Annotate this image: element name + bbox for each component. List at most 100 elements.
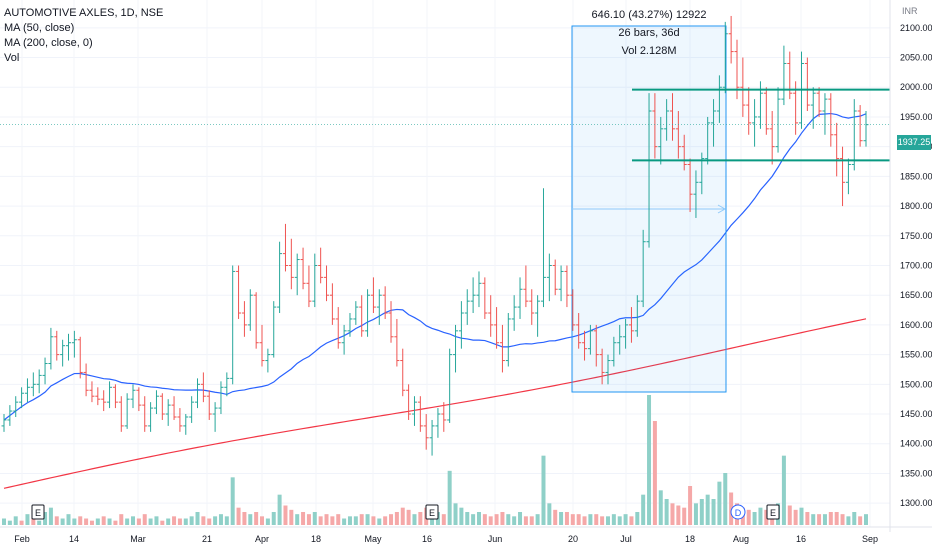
price-tick-label: 1400.00 [900,439,932,449]
ohlc-bar [247,289,253,331]
volume-bar [852,512,857,525]
volume-bar [107,518,112,525]
ohlc-bar [388,301,394,343]
ohlc-bar [628,307,634,343]
ohlc-bar [300,247,306,290]
volume-bar [506,514,511,525]
event-markers[interactable]: E E ED [31,504,780,520]
volume-bar [652,421,657,525]
volume-bar [377,518,382,525]
ohlc-bar [423,414,429,450]
ohlc-bar [599,348,605,385]
volume-bar [265,518,270,525]
ohlc-bar [95,387,101,406]
ohlc-bar [347,313,353,337]
ohlc-bar [517,277,523,319]
ohlc-bar [617,324,623,355]
volume-bar [101,516,106,525]
ohlc-bar [206,390,212,420]
volume-bar [746,509,751,525]
volume-bar [488,516,493,525]
ohlc-bar [253,292,259,349]
volume-bar [535,514,540,525]
ohlc-bar [24,378,30,403]
earnings-marker [766,504,780,520]
volume-bar [594,514,599,525]
ohlc-bar [177,408,183,432]
volume-bar [723,473,728,525]
volume-bar [617,516,622,525]
time-tick-label: 21 [202,534,212,544]
ohlc-bar [570,289,576,331]
volume-bar [166,518,171,525]
volume-bar [330,516,335,525]
ohlc-bar [417,396,423,432]
price-tick-label: 1650.00 [900,290,932,300]
volume-bar [31,518,36,525]
time-axis[interactable]: Feb 14 Mar 21 Apr 18 May 16 Jun 20 Jul 18 Aug 16 Sep [0,526,932,544]
volume-bar [136,518,141,525]
ohlc-bar [482,277,488,319]
volume-bar [7,520,12,525]
ma50-legend[interactable]: MA (50, close) [4,22,75,34]
price-tick-label: 2100.00 [900,23,932,33]
horizontal-lines[interactable] [0,88,890,162]
volume-legend[interactable]: Vol [4,52,20,64]
volume-bar [2,518,6,525]
volume-bar [817,514,822,525]
ohlc-bar [763,87,769,135]
ohlc-bar [411,396,417,426]
ohlc-bar [153,390,159,415]
ohlc-bar [834,122,840,177]
ohlc-bar [505,313,511,367]
ohlc-bar [353,301,359,325]
ohlc-bar [230,265,236,385]
ohlc-bar [83,363,89,397]
price-tick-label: 1800.00 [900,201,932,211]
ohlc-bar [224,372,230,397]
ohlc-bar [822,93,828,135]
ohlc-bar [705,116,711,165]
time-tick-label: Jun [488,534,503,544]
dividend-marker [730,504,746,520]
volume-bar [500,512,505,525]
volume-bar [113,520,118,525]
volume-bar [95,518,100,525]
volume-bar [306,514,311,525]
ohlc-bar [523,265,529,308]
ohlc-bar [816,87,822,117]
ohlc-bar [494,307,500,349]
volume-bar [465,512,470,525]
measure-bars: 26 bars, 36d [618,27,680,39]
legend: AUTOMOTIVE AXLES, 1D, NSE MA (50, close)… [4,6,163,66]
volume-bar [471,514,476,525]
volume-bar [658,490,663,525]
ma200-legend[interactable]: MA (200, close, 0) [4,37,93,49]
ohlc-bar [394,318,400,367]
time-tick-label: Feb [14,534,30,544]
ohlc-bar [376,289,382,325]
ohlc-bars [1,15,869,456]
volume-bar [846,516,851,525]
time-tick-label: 20 [568,534,578,544]
time-tick-label: May [364,534,382,544]
price-tick-label: 1700.00 [900,260,932,270]
ohlc-bar [19,387,25,409]
volume-bar [177,518,182,525]
volume-bar [418,512,423,525]
ohlc-bar [775,87,781,153]
ohlc-bar [640,229,646,308]
volume-bar [641,494,646,525]
volume-bar [864,514,868,525]
volume-bar [717,481,722,525]
time-tick-label: 18 [685,534,695,544]
last-price-tag: 1937.25 [897,135,931,150]
price-axis[interactable]: 2100.002050.002000.001950.001900.001850.… [889,0,932,532]
ohlc-bar [318,247,324,284]
ohlc-bar [370,277,376,314]
volume-bar [758,507,763,525]
volume-bar [277,494,282,525]
volume-bar [254,512,259,525]
volume-bar [383,516,388,525]
